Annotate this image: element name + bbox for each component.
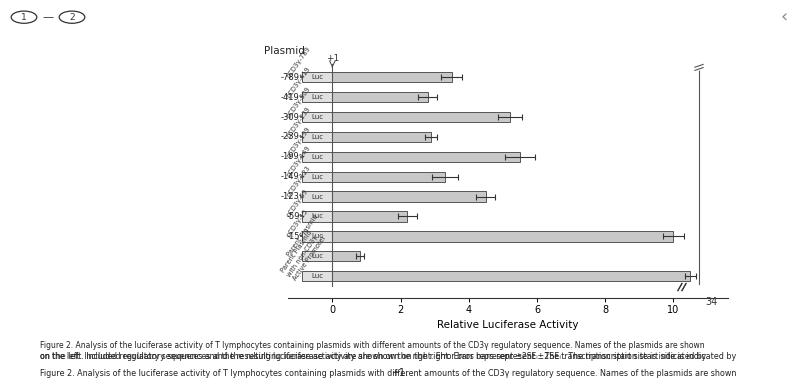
Text: Luc: Luc [311,154,323,160]
Bar [332,231,674,241]
X-axis label: Relative Luciferase Activity: Relative Luciferase Activity [438,320,578,330]
Text: 2: 2 [69,13,75,22]
Text: on the left. Included regulatory sequences and the resulting luciferase activity: on the left. Included regulatory sequenc… [40,352,736,361]
Text: Luc: Luc [311,273,323,279]
Text: Luc: Luc [311,253,323,259]
Text: Luc: Luc [311,134,323,140]
Text: -199: -199 [281,152,299,161]
Text: —: — [42,12,54,22]
Bar [302,251,332,261]
Text: pCD3γ-59: pCD3γ-59 [286,188,310,218]
Text: +1: +1 [326,54,339,63]
Bar [302,132,332,142]
Text: 1: 1 [21,13,27,22]
Text: Parent Plasmid
with non-CD3γ
Active Promoter: Parent Plasmid with non-CD3γ Active Prom… [280,227,327,282]
Bar [332,211,407,222]
Bar [332,172,445,182]
Text: -789: -789 [281,73,299,82]
Bar [332,92,428,102]
Text: Luc: Luc [311,233,323,240]
Bar [302,231,332,241]
Bar [302,271,332,281]
Text: Luc: Luc [311,194,323,199]
Bar [302,191,332,202]
Text: -309: -309 [281,113,299,121]
Bar [332,251,360,261]
Text: -239: -239 [281,133,299,141]
Bar [332,152,520,162]
Text: +1.: +1. [391,368,409,378]
Bar [332,132,431,142]
Bar [332,271,690,281]
Text: 34: 34 [705,297,717,307]
Text: -59: -59 [286,212,299,221]
Bar [332,191,486,202]
Text: Luc: Luc [311,74,323,80]
Bar [302,211,332,222]
Text: Luc: Luc [311,94,323,100]
Text: -15: -15 [286,232,299,241]
Bar [302,152,332,162]
Text: Luc: Luc [311,174,323,180]
Text: pCD3γ-789: pCD3γ-789 [286,45,312,79]
Text: ‹: ‹ [781,8,788,26]
Bar [302,112,332,122]
Text: Figure 2. Analysis of the luciferase activity of T lymphocytes containing plasmi: Figure 2. Analysis of the luciferase act… [40,340,705,350]
Text: pCD3γ-123: pCD3γ-123 [286,165,312,198]
Bar [302,172,332,182]
Text: Figure 2. Analysis of the luciferase activity of T lymphocytes containing plasmi: Figure 2. Analysis of the luciferase act… [40,369,736,378]
Text: pCD3γ-199: pCD3γ-199 [286,125,312,159]
Text: -123: -123 [281,192,299,201]
Text: -149: -149 [281,172,299,181]
Bar [302,92,332,102]
Text: pCD3γ-419: pCD3γ-419 [286,65,312,99]
Text: pCD3γ-15: pCD3γ-15 [286,208,310,238]
Text: Luc: Luc [311,114,323,120]
Text: -419: -419 [281,93,299,102]
Text: pCD3γ-239: pCD3γ-239 [286,105,312,139]
Bar [332,72,452,83]
Text: Plasmid: Plasmid [264,47,305,57]
Bar [302,72,332,83]
Text: pCD3γ-149: pCD3γ-149 [286,145,312,178]
Bar [332,112,510,122]
Text: on the left. Included regulatory sequences and the resulting luciferase activity: on the left. Included regulatory sequenc… [40,352,706,361]
Text: Luc: Luc [311,214,323,220]
Text: Parent Plasmid: Parent Plasmid [286,214,319,258]
Text: pCD3γ-309: pCD3γ-309 [286,85,312,119]
